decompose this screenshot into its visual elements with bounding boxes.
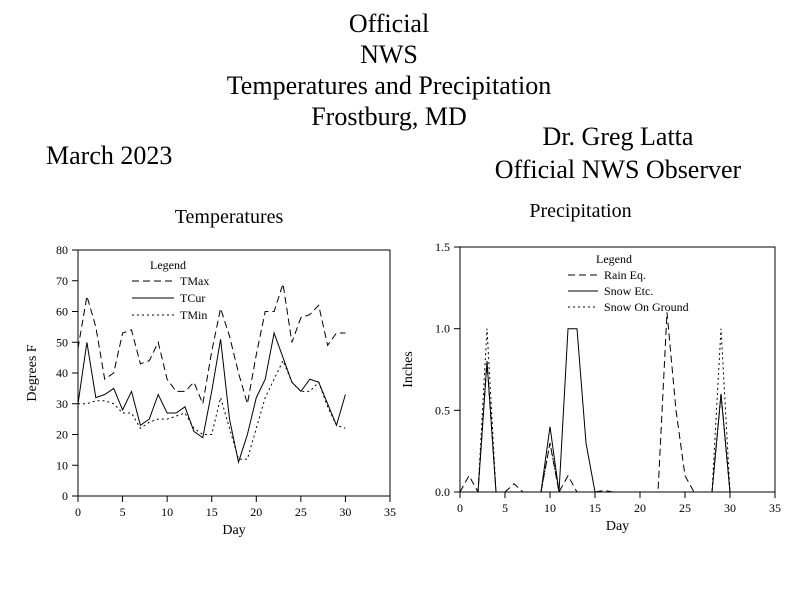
chart-0-series-2-line — [78, 359, 346, 460]
chart-1-series-1-line — [460, 328, 731, 492]
chart-0-y-tick-label: 0 — [62, 489, 68, 503]
title-line-3: Temperatures and Precipitation — [226, 71, 552, 100]
chart-0-series-0-line — [78, 283, 346, 406]
title-line-2: NWS — [360, 40, 418, 69]
precipitation-chart: Precipitation 0.0 0.5 1.0 1.5 0 5 10 15 20 25 30 35 D… — [401, 200, 781, 534]
chart-1-series-0-line — [460, 312, 731, 492]
chart-1-y-axis-label: Inches — [401, 351, 416, 388]
chart-1-x-tick-label: 35 — [769, 501, 781, 515]
chart-0-x-tick-label: 25 — [295, 505, 307, 519]
chart-0-legend-label-2: TMin — [180, 308, 207, 322]
chart-1-x-tick-label: 5 — [502, 501, 508, 515]
month-label: March 2023 — [46, 141, 173, 170]
chart-1-x-tick-label: 10 — [544, 501, 556, 515]
chart-1-legend-label-0: Rain Eq. — [604, 268, 646, 282]
chart-1-y-tick-label: 0.0 — [435, 485, 450, 499]
chart-1-x-tick-label: 0 — [457, 501, 463, 515]
chart-0-y-axis-label: Degrees F — [25, 344, 40, 401]
chart-1-y-tick-label: 0.5 — [435, 403, 450, 417]
chart-0-legend-title: Legend — [150, 258, 186, 272]
chart-0-x-tick-label: 20 — [250, 505, 262, 519]
chart-0-legend-label-1: TCur — [180, 291, 205, 305]
chart-1-x-tick-label: 15 — [589, 501, 601, 515]
chart-1-x-tick-label: 20 — [634, 501, 646, 515]
chart-0-y-tick-label: 30 — [56, 397, 68, 411]
chart-0-title: Temperatures — [175, 206, 284, 228]
chart-1-series-2-line — [460, 328, 731, 492]
observer-title: Official NWS Observer — [494, 155, 742, 184]
title-line-4: Frostburg, MD — [311, 102, 467, 131]
chart-1-legend-label-2: Snow On Ground — [604, 300, 689, 314]
chart-0-plot-frame — [77, 249, 391, 497]
observer-name: Dr. Greg Latta — [542, 122, 694, 151]
chart-0-x-axis-label: Day — [222, 523, 245, 538]
chart-0-x-tick-label: 15 — [206, 505, 218, 519]
chart-0-y-tick-label: 70 — [56, 274, 68, 288]
chart-0-x-tick-label: 0 — [75, 505, 81, 519]
chart-0-y-tick-label: 80 — [56, 243, 68, 257]
chart-0-y-tick-label: 20 — [56, 428, 68, 442]
chart-0-x-tick-label: 5 — [120, 505, 126, 519]
chart-0-y-tick-label: 40 — [56, 366, 68, 380]
chart-0-y-tick-label: 50 — [56, 335, 68, 349]
chart-0-x-tick-label: 30 — [339, 505, 351, 519]
chart-0-x-tick-label: 10 — [161, 505, 173, 519]
chart-1-legend-title: Legend — [596, 252, 632, 266]
chart-0-x-tick-label: 35 — [384, 505, 396, 519]
chart-1-x-tick-label: 30 — [724, 501, 736, 515]
chart-1-x-tick-label: 25 — [679, 501, 691, 515]
chart-0-legend-label-0: TMax — [180, 274, 209, 288]
chart-1-x-axis-label: Day — [606, 519, 629, 534]
chart-1-y-tick-label: 1.0 — [435, 322, 450, 336]
chart-1-title: Precipitation — [529, 200, 631, 222]
chart-1-legend-label-1: Snow Etc. — [604, 284, 653, 298]
chart-0-y-tick-label: 60 — [56, 305, 68, 319]
title-line-1: Official — [348, 9, 430, 38]
temperature-chart: Temperatures 0 10 20 30 40 50 60 70 80 0 5 10 15 20 25 3… — [25, 206, 396, 538]
chart-0-y-tick-label: 10 — [56, 458, 68, 472]
chart-1-y-tick-label: 1.5 — [435, 240, 450, 254]
chart-0-series-1-line — [78, 331, 346, 465]
